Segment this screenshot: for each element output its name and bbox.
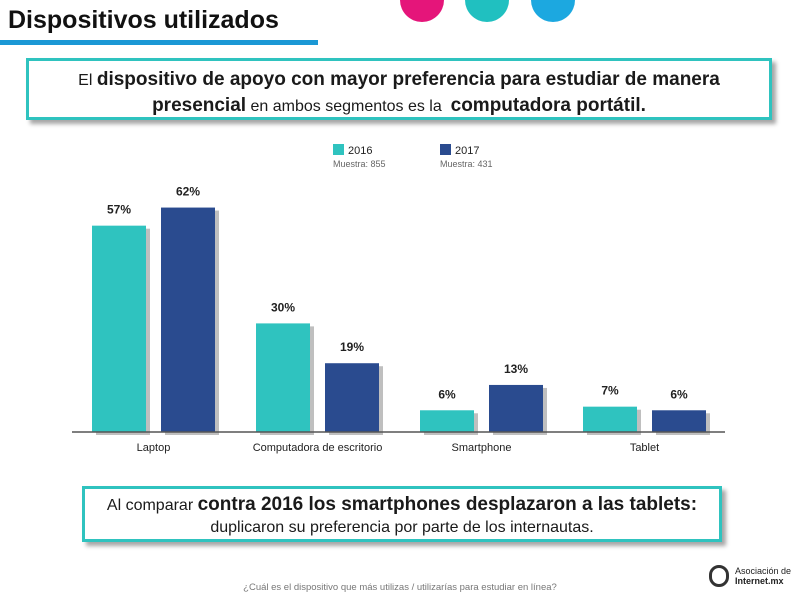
callout-top-text-4: en ambos segmentos es la: [250, 98, 442, 115]
category-label-1: Computadora de escritorio: [253, 442, 383, 454]
bar-2016-1: [256, 323, 310, 432]
legend-label-2017: 2017: [455, 145, 480, 157]
survey-question: ¿Cuál es el dispositivo que más utilizas…: [243, 582, 557, 593]
value-label-2016-0: 57%: [107, 203, 131, 217]
legend-label-2016: 2016: [348, 145, 373, 157]
legend-sample-2017: Muestra: 431: [440, 159, 493, 169]
legend-swatch-2017: [440, 144, 451, 155]
logo: Asociación de Internet.mx: [707, 563, 795, 593]
callout-bottom: Al comparar contra 2016 los smartphones …: [82, 486, 722, 542]
title-underline: [0, 40, 318, 45]
callout-top-text-2: dispositivo de apoyo con mayor preferenc…: [96, 69, 720, 90]
value-label-2017-0: 62%: [176, 185, 200, 199]
value-label-2017-1: 19%: [340, 340, 364, 354]
value-label-2016-2: 6%: [438, 387, 456, 401]
legend-swatch-2016: [333, 144, 344, 155]
value-label-2016-1: 30%: [271, 300, 295, 314]
bar-2016-3: [583, 406, 637, 432]
bar-2017-2: [489, 384, 543, 432]
bar-2017-0: [161, 207, 215, 432]
bar-2016-2: [420, 410, 474, 432]
legend-item-2017: 2017 Muestra: 431: [440, 144, 493, 169]
accent-dot-pink: [400, 0, 444, 22]
page-title: Dispositivos utilizados: [8, 6, 279, 34]
logo-line1: Asociación de: [735, 566, 792, 576]
bar-2016-0: [92, 225, 146, 432]
bar-2017-3: [652, 410, 706, 432]
value-label-2017-3: 6%: [670, 387, 688, 401]
callout-top-text-1: El: [78, 72, 93, 89]
logo-line2: Internet.mx: [735, 576, 784, 586]
logo-icon: [709, 565, 729, 587]
callout-top-text-3: presencial: [152, 95, 247, 116]
callout-bottom-text-2: contra 2016 los smartphones desplazaron …: [197, 494, 698, 515]
legend-sample-2016: Muestra: 855: [333, 159, 386, 169]
callout-bottom-text-3: duplicaron su preferencia por parte de l…: [210, 519, 594, 536]
legend-item-2016: 2016 Muestra: 855: [333, 144, 386, 169]
callout-top: El dispositivo de apoyo con mayor prefer…: [26, 58, 772, 120]
category-label-0: Laptop: [137, 442, 171, 454]
category-label-2: Smartphone: [452, 442, 512, 454]
category-label-3: Tablet: [630, 442, 659, 454]
value-label-2017-2: 13%: [504, 362, 528, 376]
accent-dot-blue: [531, 0, 575, 22]
callout-top-text-5: computadora portátil.: [450, 95, 646, 116]
callout-bottom-text-1: Al comparar: [106, 497, 194, 514]
accent-dot-teal: [465, 0, 509, 22]
value-label-2016-3: 7%: [601, 384, 619, 398]
bar-2017-1: [325, 363, 379, 432]
